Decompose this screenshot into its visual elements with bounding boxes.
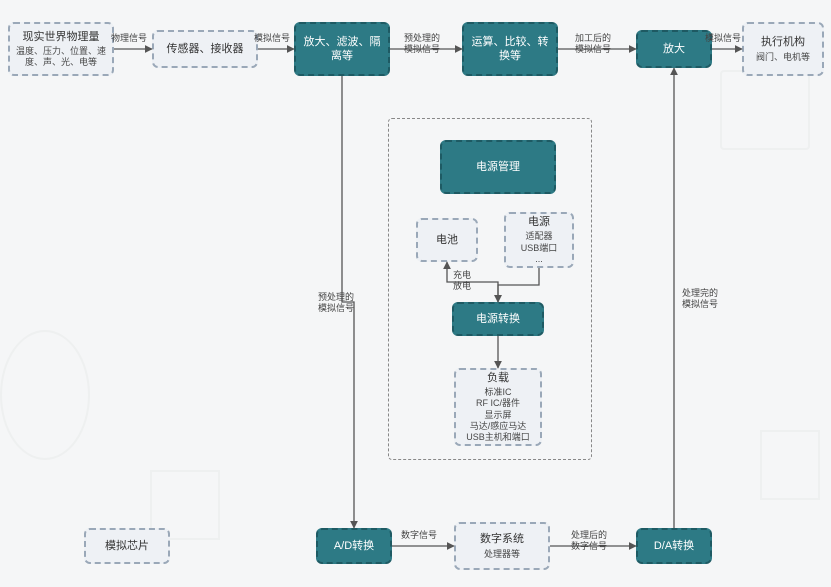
edge-label: 处理完的 模拟信号 (682, 288, 718, 310)
node-title: 电源 (528, 215, 550, 229)
node-title: 传感器、接收器 (167, 42, 244, 56)
node-title: 电源管理 (476, 160, 520, 174)
node-adc: A/D转换 (316, 528, 392, 564)
edge-label: 预处理的 模拟信号 (318, 292, 354, 314)
edge-label: 预处理的 模拟信号 (404, 33, 440, 55)
node-title: 放大、滤波、隔离等 (302, 35, 382, 64)
node-title: 执行机构 (761, 35, 805, 49)
node-title: D/A转换 (654, 539, 694, 553)
edge-label: 加工后的 模拟信号 (575, 33, 611, 55)
edge-label: 模拟信号 (254, 33, 290, 44)
edge-label: 数字信号 (401, 530, 437, 541)
bg-deco-4 (760, 430, 820, 500)
node-sub: 处理器等 (484, 549, 520, 560)
node-sub: 标准IC RF IC/器件 显示屏 马达/感应马达 USB主机和端口 (466, 387, 530, 443)
bg-deco-2 (0, 330, 90, 460)
node-sub: 温度、压力、位置、速度、声、光、电等 (16, 46, 106, 69)
node-title: 模拟芯片 (105, 539, 149, 553)
node-title: 现实世界物理量 (23, 30, 100, 44)
edge-label: 物理信号 (111, 33, 147, 44)
node-power-source: 电源 适配器 USB端口 ... (504, 212, 574, 268)
node-title: 数字系统 (480, 532, 524, 546)
node-sensor: 传感器、接收器 (152, 30, 258, 68)
node-power-mgmt: 电源管理 (440, 140, 556, 194)
node-power-conv: 电源转换 (452, 302, 544, 336)
node-amplify: 放大 (636, 30, 712, 68)
node-analog-chip: 模拟芯片 (84, 528, 170, 564)
node-title: 运算、比较、转换等 (470, 35, 550, 64)
node-actuator: 执行机构 阀门、电机等 (742, 22, 824, 76)
node-load: 负载 标准IC RF IC/器件 显示屏 马达/感应马达 USB主机和端口 (454, 368, 542, 446)
node-title: 负载 (487, 371, 509, 385)
node-amp-filter: 放大、滤波、隔离等 (294, 22, 390, 76)
node-battery: 电池 (416, 218, 478, 262)
node-title: 电池 (436, 233, 458, 247)
node-sub: 适配器 USB端口 ... (521, 231, 558, 265)
node-physical: 现实世界物理量 温度、压力、位置、速度、声、光、电等 (8, 22, 114, 76)
edge-label: 处理后的 数字信号 (571, 530, 607, 552)
node-sub: 阀门、电机等 (756, 52, 810, 63)
edge-label: 模拟信号 (705, 33, 741, 44)
bg-deco-1 (720, 70, 810, 150)
node-dac: D/A转换 (636, 528, 712, 564)
node-title: A/D转换 (334, 539, 374, 553)
edge-label: 充电 放电 (453, 270, 471, 292)
node-title: 放大 (663, 42, 685, 56)
node-title: 电源转换 (476, 312, 520, 326)
node-digital: 数字系统 处理器等 (454, 522, 550, 570)
node-compute: 运算、比较、转换等 (462, 22, 558, 76)
